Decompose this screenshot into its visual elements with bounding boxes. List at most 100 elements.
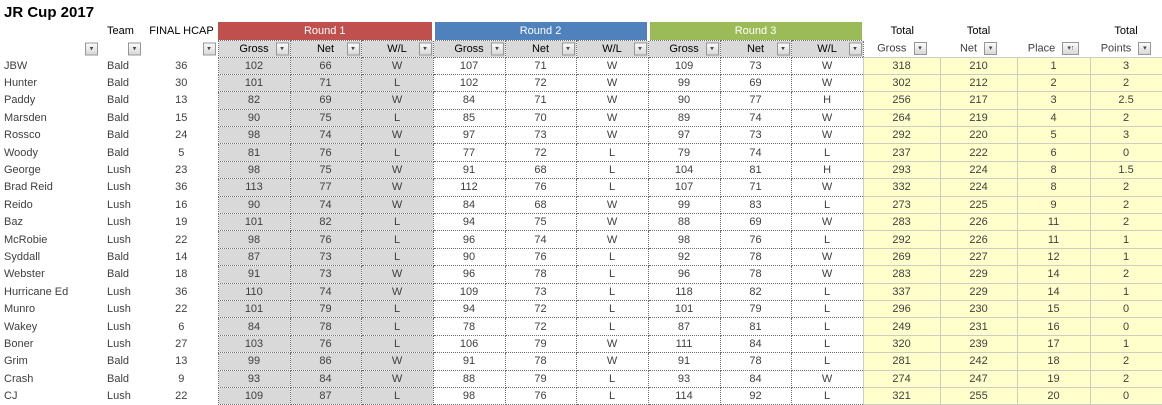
points-cell[interactable]: 0 [1089, 299, 1162, 319]
r2-gross-cell[interactable]: 97 [432, 126, 506, 145]
r3-wl-header[interactable]: W/L ▾ [790, 39, 864, 58]
r1-net-header[interactable]: Net ▾ [289, 39, 362, 58]
r3-net-cell[interactable]: 83 [719, 195, 792, 215]
place-cell[interactable]: 6 [1016, 143, 1091, 162]
total-net-cell[interactable]: 225 [939, 195, 1018, 215]
r2-gross-filter-dropdown-icon[interactable]: ▾ [490, 42, 504, 55]
r3-net-cell[interactable]: 81 [719, 317, 792, 336]
r3-net-cell[interactable]: 73 [719, 126, 792, 145]
r3-wl-cell[interactable]: L [790, 195, 864, 215]
r2-net-cell[interactable]: 73 [504, 126, 577, 145]
r2-net-cell[interactable]: 68 [504, 195, 577, 215]
r2-net-cell[interactable]: 73 [504, 282, 577, 301]
total-net-cell[interactable]: 226 [939, 230, 1018, 249]
hcap-filter-dropdown-icon[interactable]: ▾ [202, 42, 216, 55]
total-net-header[interactable]: Net ▾ [940, 40, 1018, 57]
r1-gross-cell[interactable]: 87 [217, 247, 291, 267]
hcap-cell[interactable]: 9 [145, 370, 218, 388]
r3-wl-cell[interactable]: W [790, 265, 864, 284]
points-cell[interactable]: 2 [1089, 108, 1162, 128]
r1-net-cell[interactable]: 74 [289, 195, 362, 215]
r1-gross-cell[interactable]: 103 [217, 334, 291, 354]
hcap-cell[interactable]: 14 [145, 248, 218, 266]
team-cell[interactable]: Bald [100, 143, 145, 162]
r1-net-cell[interactable]: 76 [289, 334, 362, 354]
total-net-cell[interactable]: 210 [939, 56, 1018, 75]
total-net-cell[interactable]: 239 [939, 334, 1018, 354]
r1-wl-cell[interactable]: W [360, 160, 434, 180]
r1-wl-cell[interactable]: L [360, 143, 434, 162]
total-net-cell[interactable]: 229 [939, 265, 1018, 284]
r2-net-cell[interactable]: 72 [504, 317, 577, 336]
r3-net-header[interactable]: Net ▾ [719, 39, 792, 58]
r2-wl-cell[interactable]: W [575, 195, 649, 215]
final-hcap-header[interactable]: FINAL HCAP [145, 22, 218, 40]
r1-wl-cell[interactable]: L [360, 108, 434, 128]
r3-gross-header[interactable]: Gross ▾ [647, 39, 721, 58]
total-net-filter-dropdown-icon[interactable]: ▾ [984, 41, 998, 55]
r2-gross-cell[interactable]: 102 [432, 73, 506, 93]
total-net-cell[interactable]: 219 [939, 108, 1018, 128]
r3-net-cell[interactable]: 78 [719, 352, 792, 371]
r3-gross-cell[interactable]: 107 [647, 178, 721, 197]
name-cell[interactable]: JBW [0, 57, 100, 75]
r3-net-cell[interactable]: 78 [719, 265, 792, 284]
r1-net-cell[interactable]: 69 [289, 91, 362, 110]
r1-wl-cell[interactable]: W [360, 178, 434, 197]
total-net-cell[interactable]: 226 [939, 213, 1018, 232]
team-cell[interactable]: Lush [100, 196, 145, 214]
r2-gross-cell[interactable]: 94 [432, 213, 506, 232]
total-gross-cell[interactable]: 318 [862, 56, 941, 75]
r1-gross-cell[interactable]: 113 [217, 178, 291, 197]
r3-wl-cell[interactable]: L [790, 386, 864, 405]
r2-wl-cell[interactable]: L [575, 265, 649, 284]
r1-gross-cell[interactable]: 110 [217, 282, 291, 301]
total-gross-cell[interactable]: 283 [862, 213, 941, 232]
points-cell[interactable]: 0 [1089, 386, 1162, 405]
r3-gross-cell[interactable]: 109 [647, 56, 721, 75]
r1-gross-cell[interactable]: 101 [217, 73, 291, 93]
r3-net-cell[interactable]: 74 [719, 108, 792, 128]
total-gross-cell[interactable]: 332 [862, 178, 941, 197]
place-cell[interactable]: 9 [1016, 195, 1091, 215]
r2-net-cell[interactable]: 74 [504, 230, 577, 249]
r2-net-cell[interactable]: 79 [504, 334, 577, 354]
total-points-header-top[interactable]: Total [1090, 22, 1162, 40]
r2-wl-cell[interactable]: L [575, 143, 649, 162]
r3-gross-cell[interactable]: 79 [647, 143, 721, 162]
name-cell[interactable]: Brad Reid [0, 178, 100, 197]
r3-wl-cell[interactable]: W [790, 213, 864, 232]
points-cell[interactable]: 1 [1089, 334, 1162, 354]
points-cell[interactable]: 2 [1089, 73, 1162, 93]
r2-net-cell[interactable]: 75 [504, 213, 577, 232]
r3-net-cell[interactable]: 84 [719, 369, 792, 388]
place-cell[interactable]: 11 [1016, 213, 1091, 232]
hcap-cell[interactable]: 36 [145, 178, 218, 197]
name-cell[interactable]: Crash [0, 370, 100, 388]
r2-wl-header[interactable]: W/L ▾ [575, 39, 649, 58]
r3-wl-cell[interactable]: W [790, 126, 864, 145]
r2-gross-cell[interactable]: 112 [432, 178, 506, 197]
r3-gross-cell[interactable]: 118 [647, 282, 721, 301]
team-cell[interactable]: Lush [100, 230, 145, 249]
r1-wl-cell[interactable]: W [360, 56, 434, 75]
r2-wl-cell[interactable]: L [575, 282, 649, 301]
r3-net-cell[interactable]: 84 [719, 334, 792, 354]
r1-gross-cell[interactable]: 99 [217, 352, 291, 371]
r1-gross-cell[interactable]: 91 [217, 265, 291, 284]
total-gross-cell[interactable]: 296 [862, 299, 941, 319]
r1-gross-cell[interactable]: 101 [217, 213, 291, 232]
r3-wl-cell[interactable]: L [790, 143, 864, 162]
r1-net-cell[interactable]: 75 [289, 108, 362, 128]
r2-net-cell[interactable]: 71 [504, 56, 577, 75]
r1-wl-cell[interactable]: W [360, 352, 434, 371]
r2-net-cell[interactable]: 76 [504, 386, 577, 405]
r1-gross-cell[interactable]: 98 [217, 230, 291, 249]
name-cell[interactable]: Hurricane Ed [0, 283, 100, 301]
hcap-cell[interactable]: 27 [145, 335, 218, 353]
r3-net-cell[interactable]: 78 [719, 247, 792, 267]
r2-net-cell[interactable]: 72 [504, 73, 577, 93]
r2-net-cell[interactable]: 70 [504, 108, 577, 128]
r1-gross-cell[interactable]: 90 [217, 195, 291, 215]
total-gross-header-top[interactable]: Total [863, 22, 941, 40]
